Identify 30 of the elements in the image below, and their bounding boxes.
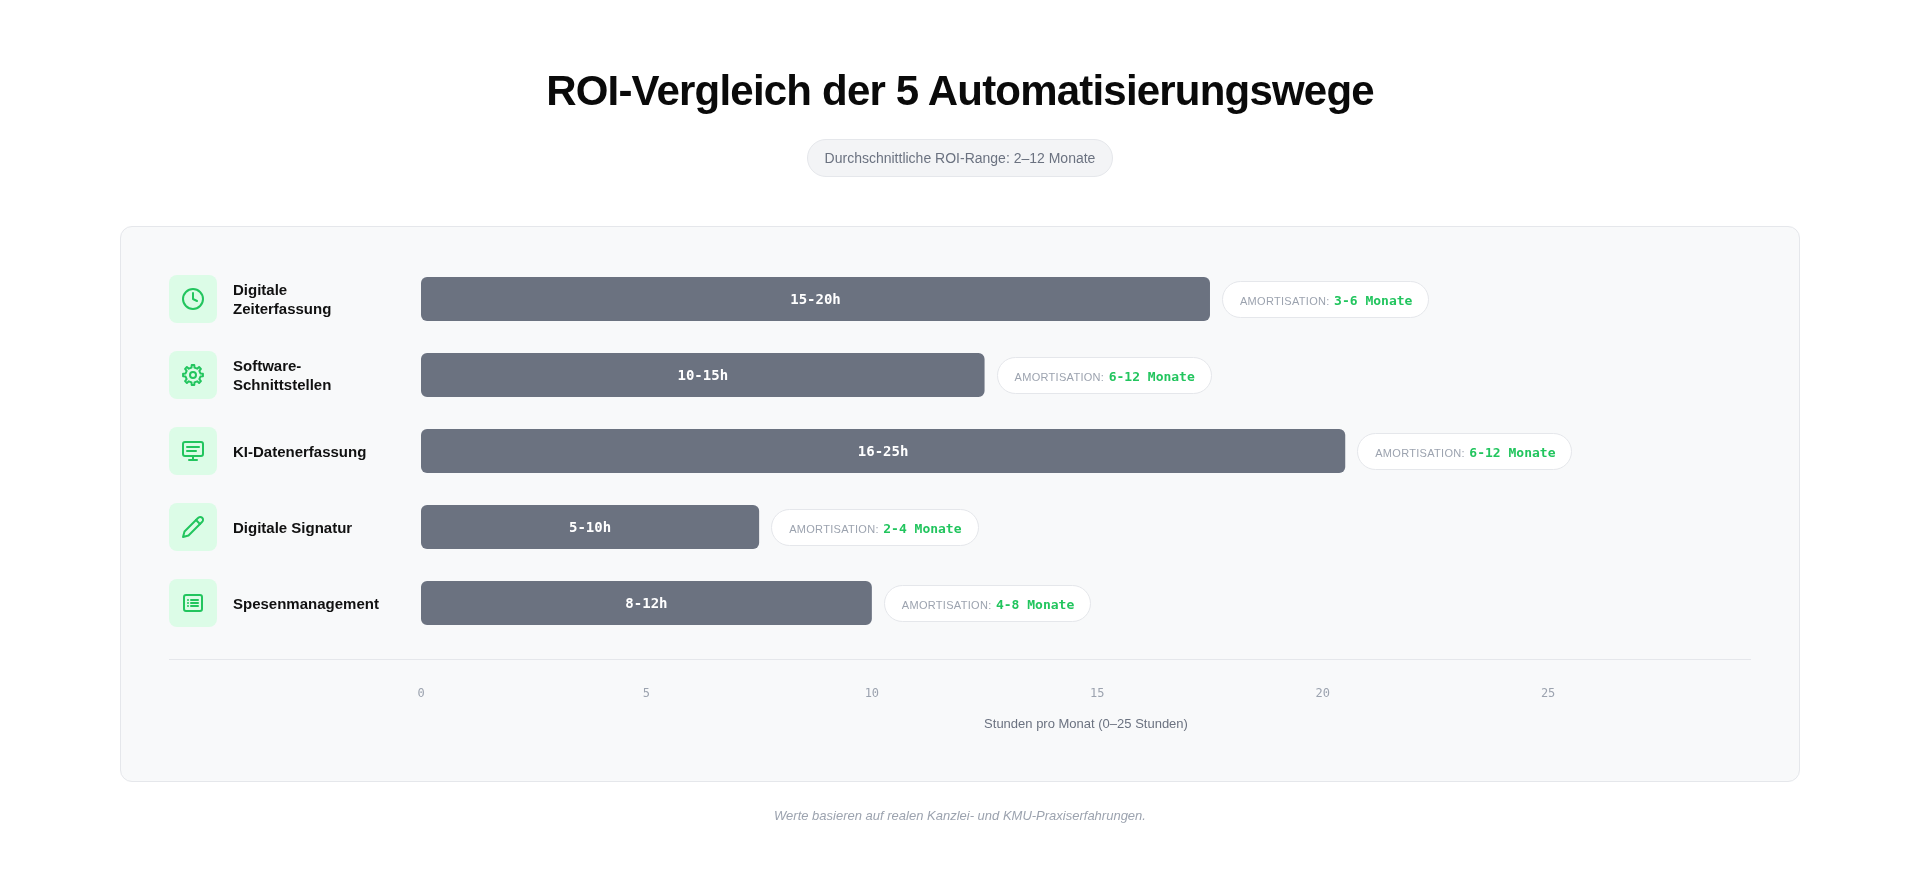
annotation: AMORTISATION: 6-12 Monate (1375, 444, 1556, 460)
bar (421, 505, 760, 549)
data-label: 15-20h (790, 291, 841, 307)
x-tick-label: 0 (417, 686, 425, 700)
bar (421, 353, 985, 397)
y-tick-label: Software-Schnittstellen (233, 357, 332, 393)
bar (421, 581, 872, 625)
data-label: 16-25h (857, 443, 909, 459)
chart-title: ROI-Vergleich der 5 Automatisierungswege (545, 66, 1375, 116)
x-axis-title: Stunden pro Monat (0–25 Stunden) (984, 716, 1188, 731)
data-label: 5-10h (568, 519, 612, 535)
annotation: AMORTISATION: 2-4 Monate (789, 520, 962, 536)
annotation: AMORTISATION: 3-6 Monate (1239, 292, 1413, 308)
x-tick-label: 5 (642, 686, 651, 700)
x-tick-label: 20 (1315, 686, 1330, 700)
annotation: AMORTISATION: 4-8 Monate (901, 596, 1075, 612)
y-tick-label: KI-Datenerfassung (233, 442, 367, 460)
annotation: AMORTISATION: 6-12 Monate (1014, 368, 1195, 384)
x-tick-label: 15 (1090, 686, 1105, 700)
data-label: 10-15h (677, 367, 729, 383)
x-tick-label: 10 (864, 686, 880, 700)
y-tick-label: Spesenmanagement (233, 594, 379, 612)
bar (421, 277, 1210, 321)
chart-subtitle: Durchschnittliche ROI-Range: 2–12 Monate (806, 139, 1114, 177)
y-tick-label: Digitale Zeiterfassung (233, 281, 332, 317)
y-tick-label: Digitale Signatur (233, 518, 353, 536)
data-label: 8-12h (625, 595, 668, 611)
bar (421, 429, 1346, 473)
x-tick-label: 25 (1540, 686, 1556, 700)
text: Werte basieren auf realen Kanzlei- und KMU-Praxiserfahrungen. (773, 808, 1147, 824)
